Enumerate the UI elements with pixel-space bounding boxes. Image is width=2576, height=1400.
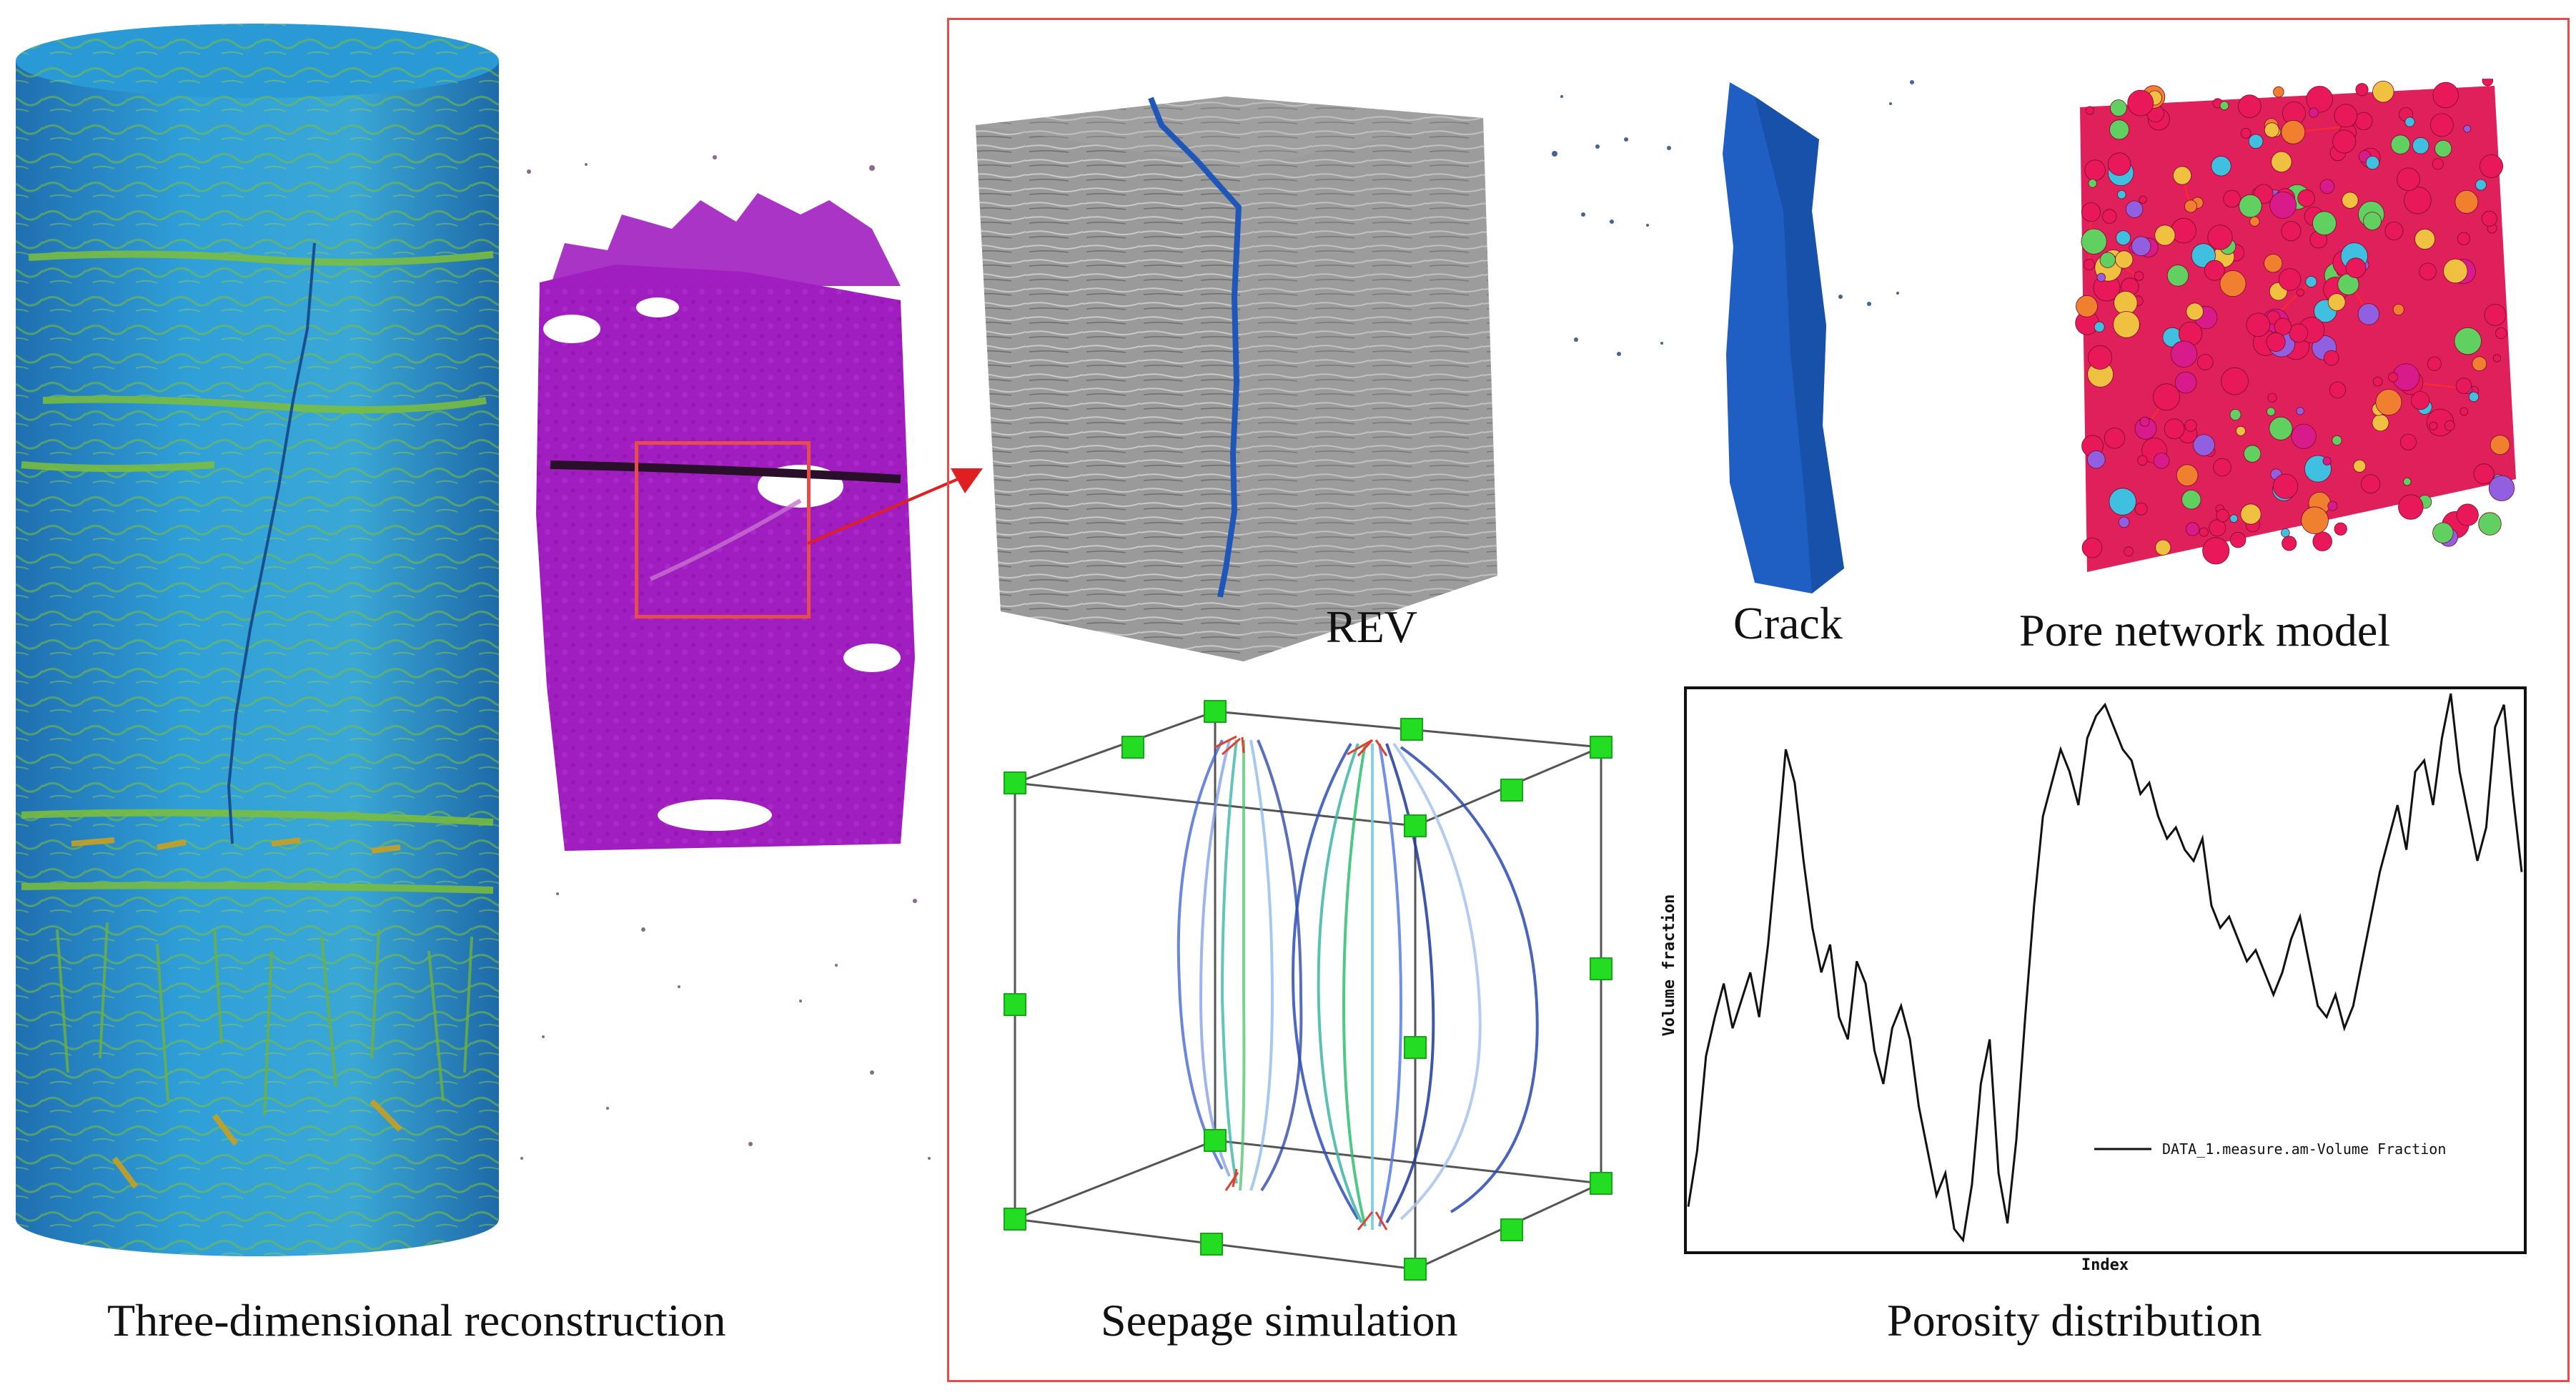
red-arrow-icon (807, 468, 983, 545)
caption-pore-network: Pore network model (2019, 605, 2390, 656)
pore-spheres (2075, 79, 2515, 565)
caption-reconstruction: Three-dimensional reconstruction (107, 1295, 726, 1346)
rev-cube (976, 97, 1497, 661)
porosity-chart: Volume fraction Index DATA_1.measure.am-… (1660, 686, 2527, 1273)
pore-network-model (2075, 79, 2516, 572)
caption-seepage: Seepage simulation (1101, 1295, 1458, 1346)
zoom-box (635, 441, 811, 618)
series-line-volume-fraction (1687, 693, 2523, 1243)
chart-xlabel: Index (2081, 1256, 2129, 1273)
crack-model (1552, 80, 1914, 593)
caption-porosity: Porosity distribution (1887, 1295, 2262, 1346)
segmented-volume (520, 155, 931, 1160)
seepage-simulation (1004, 700, 1613, 1281)
caption-crack: Crack (1733, 598, 1843, 649)
legend-label: DATA_1.measure.am-Volume Fraction (2162, 1140, 2446, 1158)
caption-rev: REV (1326, 601, 1417, 652)
analysis-panel (947, 18, 2570, 1382)
chart-frame (1684, 686, 2527, 1254)
cylinder-reconstruction (16, 24, 499, 1256)
chart-ylabel: Volume fraction (1660, 894, 1678, 1037)
